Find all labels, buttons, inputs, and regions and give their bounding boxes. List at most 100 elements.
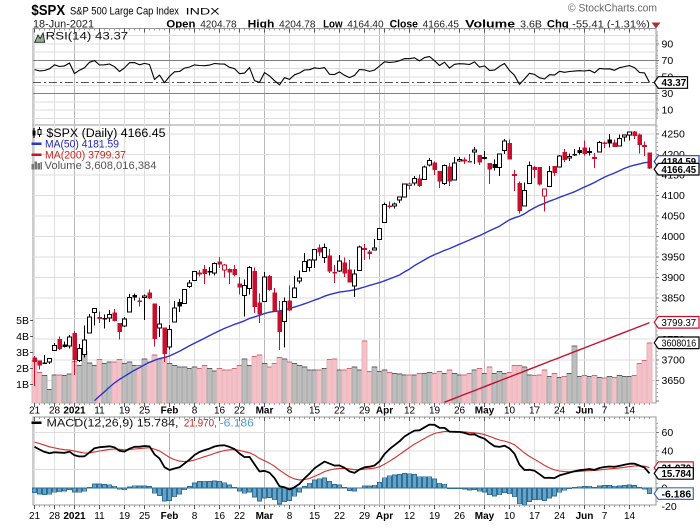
svg-text:4000: 4000 [662, 231, 686, 243]
svg-text:22: 22 [334, 511, 346, 522]
svg-text:Jun: Jun [576, 511, 594, 522]
svg-text:10: 10 [662, 105, 674, 117]
svg-text:Chg: Chg [547, 18, 569, 30]
svg-text:22: 22 [234, 511, 246, 522]
svg-text:25: 25 [139, 406, 151, 417]
svg-text:-20: -20 [662, 501, 677, 513]
svg-text:Apr: Apr [376, 511, 393, 522]
svg-text:Volume: Volume [465, 18, 515, 30]
svg-text:16: 16 [214, 406, 226, 417]
svg-text:21.970,: 21.970, [184, 417, 217, 429]
svg-text:-55.41 (-1.31%): -55.41 (-1.31%) [572, 18, 650, 30]
svg-text:14: 14 [624, 406, 636, 417]
svg-text:RSI(14) 43.37: RSI(14) 43.37 [46, 31, 129, 43]
svg-text:2021: 2021 [63, 406, 86, 417]
svg-text:Low: Low [323, 18, 343, 30]
svg-text:26: 26 [454, 406, 466, 417]
svg-text:28: 28 [49, 511, 61, 522]
svg-text:29: 29 [359, 511, 371, 522]
svg-text:22: 22 [234, 406, 246, 417]
svg-text:4250: 4250 [662, 129, 686, 141]
svg-text:16: 16 [214, 511, 226, 522]
svg-text:10: 10 [504, 511, 516, 522]
svg-text:40: 40 [662, 446, 674, 458]
svg-text:15: 15 [309, 406, 321, 417]
svg-text:2021: 2021 [63, 511, 86, 522]
svg-text:May: May [475, 511, 495, 522]
svg-text:MACD(12,26,9) 15.784,: MACD(12,26,9) 15.784, [47, 417, 179, 429]
svg-text:19: 19 [119, 511, 131, 522]
svg-text:21: 21 [29, 511, 41, 522]
svg-text:43.37: 43.37 [662, 78, 687, 89]
svg-text:70: 70 [662, 55, 674, 67]
svg-text:3650: 3650 [662, 375, 686, 387]
svg-text:3B: 3B [16, 347, 29, 359]
svg-text:11: 11 [94, 511, 105, 522]
svg-text:Mar: Mar [256, 511, 274, 522]
svg-text:15.784: 15.784 [662, 469, 692, 480]
svg-text:2B: 2B [16, 363, 29, 375]
svg-text:4204.78: 4204.78 [200, 18, 237, 30]
svg-text:15: 15 [309, 511, 321, 522]
svg-text:Mar: Mar [256, 406, 274, 417]
svg-text:3900: 3900 [662, 272, 686, 284]
svg-text:3.6B: 3.6B [520, 18, 542, 30]
svg-text:High: High [248, 18, 275, 30]
svg-text:8: 8 [287, 406, 293, 417]
svg-text:19: 19 [429, 511, 441, 522]
svg-text:-6.186: -6.186 [662, 489, 692, 500]
svg-text:8: 8 [192, 511, 198, 522]
svg-text:© StockCharts.com: © StockCharts.com [568, 3, 657, 15]
svg-text:24: 24 [554, 406, 566, 417]
svg-text:Apr: Apr [376, 406, 393, 417]
svg-text:4050: 4050 [662, 211, 686, 223]
svg-text:30: 30 [662, 88, 674, 100]
svg-text:-6.186: -6.186 [220, 417, 254, 429]
svg-text:8: 8 [192, 406, 198, 417]
svg-text:Volume 3,608,016,384: Volume 3,608,016,384 [45, 160, 157, 172]
svg-text:60: 60 [662, 427, 674, 439]
svg-text:21: 21 [29, 406, 41, 417]
svg-text:11: 11 [94, 406, 105, 417]
svg-text:May: May [475, 406, 495, 417]
svg-text:12: 12 [404, 511, 416, 522]
svg-text:Feb: Feb [161, 511, 179, 522]
svg-text:7: 7 [602, 511, 608, 522]
svg-text:7: 7 [602, 406, 608, 417]
svg-text:$SPX: $SPX [31, 3, 65, 19]
svg-text:25: 25 [139, 511, 151, 522]
svg-text:14: 14 [624, 511, 636, 522]
svg-text:18-Jun-2021: 18-Jun-2021 [33, 18, 94, 30]
svg-text:3850: 3850 [662, 293, 686, 305]
svg-text:MA(200) 3799.37: MA(200) 3799.37 [45, 149, 126, 161]
svg-text:28: 28 [49, 406, 61, 417]
svg-text:4100: 4100 [662, 190, 686, 202]
svg-text:Open: Open [166, 18, 195, 30]
svg-text:$SPX (Daily) 4166.45: $SPX (Daily) 4166.45 [47, 128, 166, 140]
svg-text:8: 8 [287, 511, 293, 522]
svg-text:90: 90 [662, 38, 674, 50]
svg-text:Feb: Feb [161, 406, 179, 417]
svg-text:4166.45: 4166.45 [662, 165, 697, 176]
svg-text:Close: Close [390, 18, 418, 30]
svg-text:19: 19 [429, 406, 441, 417]
svg-text:3700: 3700 [662, 354, 686, 366]
svg-text:S&P 500 Large Cap Index: S&P 500 Large Cap Index [70, 5, 179, 17]
svg-text:26: 26 [454, 511, 466, 522]
svg-text:4164.40: 4164.40 [347, 18, 384, 30]
svg-text:1B: 1B [16, 379, 29, 391]
svg-text:4184.59: 4184.59 [662, 157, 697, 168]
svg-text:Jun: Jun [576, 406, 594, 417]
svg-text:3608016: 3608016 [662, 339, 697, 350]
svg-text:5B: 5B [16, 315, 29, 327]
svg-text:MA(50) 4181.59: MA(50) 4181.59 [45, 139, 119, 151]
svg-text:4B: 4B [16, 331, 29, 343]
svg-text:22: 22 [334, 406, 346, 417]
svg-text:4166.45: 4166.45 [423, 18, 460, 30]
svg-text:12: 12 [404, 406, 416, 417]
svg-text:17: 17 [529, 511, 541, 522]
svg-text:3950: 3950 [662, 252, 686, 264]
svg-text:29: 29 [359, 406, 371, 417]
svg-text:3799.37: 3799.37 [662, 318, 697, 329]
svg-text:19: 19 [119, 406, 131, 417]
